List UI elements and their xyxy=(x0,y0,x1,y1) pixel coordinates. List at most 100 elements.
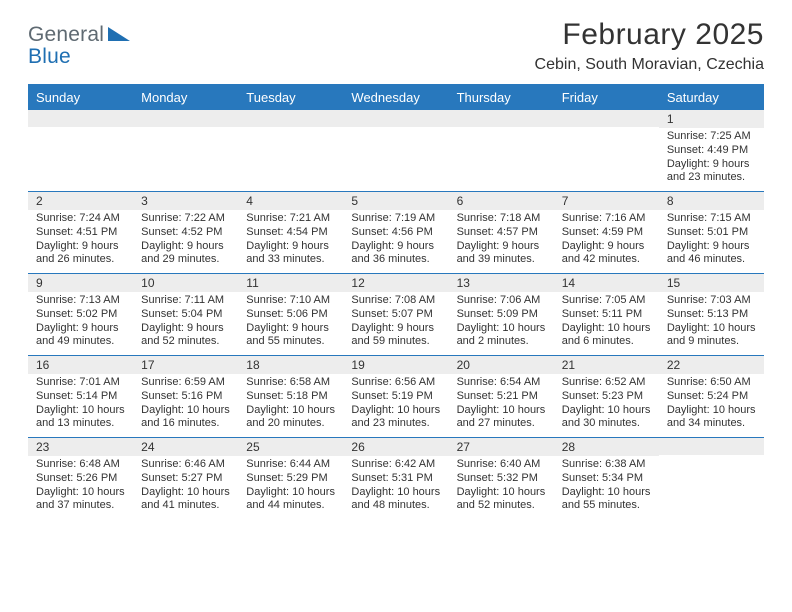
daylight-line: Daylight: 9 hours and 26 minutes. xyxy=(36,240,127,268)
calendar-cell: 26Sunrise: 6:42 AMSunset: 5:31 PMDayligh… xyxy=(343,438,448,520)
location-subtitle: Cebin, South Moravian, Czechia xyxy=(535,56,764,74)
sunrise-line: Sunrise: 7:06 AM xyxy=(457,294,548,308)
title-block: February 2025 Cebin, South Moravian, Cze… xyxy=(535,18,764,74)
day-number: 25 xyxy=(238,438,343,456)
calendar-cell xyxy=(449,110,554,192)
sunrise-line: Sunrise: 6:56 AM xyxy=(351,376,442,390)
day-content xyxy=(554,127,659,185)
day-number: 11 xyxy=(238,274,343,292)
sunset-line: Sunset: 5:32 PM xyxy=(457,472,548,486)
sunrise-line: Sunrise: 7:18 AM xyxy=(457,212,548,226)
sunrise-line: Sunrise: 6:44 AM xyxy=(246,458,337,472)
daylight-line: Daylight: 10 hours and 37 minutes. xyxy=(36,486,127,514)
sunset-line: Sunset: 5:19 PM xyxy=(351,390,442,404)
sunset-line: Sunset: 5:27 PM xyxy=(141,472,232,486)
sunset-line: Sunset: 4:52 PM xyxy=(141,226,232,240)
daylight-line: Daylight: 10 hours and 2 minutes. xyxy=(457,322,548,350)
sunset-line: Sunset: 5:29 PM xyxy=(246,472,337,486)
sunrise-line: Sunrise: 6:40 AM xyxy=(457,458,548,472)
daylight-line: Daylight: 9 hours and 52 minutes. xyxy=(141,322,232,350)
daylight-line: Daylight: 10 hours and 9 minutes. xyxy=(667,322,758,350)
weekday-header: Friday xyxy=(554,85,659,110)
daylight-line: Daylight: 10 hours and 44 minutes. xyxy=(246,486,337,514)
weekday-header: Thursday xyxy=(449,85,554,110)
weekday-header: Tuesday xyxy=(238,85,343,110)
day-content: Sunrise: 7:06 AMSunset: 5:09 PMDaylight:… xyxy=(449,292,554,355)
day-number: 9 xyxy=(28,274,133,292)
daylight-line: Daylight: 9 hours and 23 minutes. xyxy=(667,158,758,186)
calendar-cell: 13Sunrise: 7:06 AMSunset: 5:09 PMDayligh… xyxy=(449,274,554,356)
daylight-line: Daylight: 10 hours and 41 minutes. xyxy=(141,486,232,514)
day-number: 3 xyxy=(133,192,238,210)
day-content xyxy=(343,127,448,185)
daylight-line: Daylight: 10 hours and 16 minutes. xyxy=(141,404,232,432)
sunrise-line: Sunrise: 7:10 AM xyxy=(246,294,337,308)
day-number: 18 xyxy=(238,356,343,374)
day-content: Sunrise: 7:22 AMSunset: 4:52 PMDaylight:… xyxy=(133,210,238,273)
day-content: Sunrise: 7:19 AMSunset: 4:56 PMDaylight:… xyxy=(343,210,448,273)
sunrise-line: Sunrise: 7:21 AM xyxy=(246,212,337,226)
day-content: Sunrise: 6:56 AMSunset: 5:19 PMDaylight:… xyxy=(343,374,448,437)
calendar-cell: 7Sunrise: 7:16 AMSunset: 4:59 PMDaylight… xyxy=(554,192,659,274)
calendar-cell: 11Sunrise: 7:10 AMSunset: 5:06 PMDayligh… xyxy=(238,274,343,356)
calendar-cell: 12Sunrise: 7:08 AMSunset: 5:07 PMDayligh… xyxy=(343,274,448,356)
calendar-cell: 24Sunrise: 6:46 AMSunset: 5:27 PMDayligh… xyxy=(133,438,238,520)
sunrise-line: Sunrise: 7:03 AM xyxy=(667,294,758,308)
day-content: Sunrise: 6:52 AMSunset: 5:23 PMDaylight:… xyxy=(554,374,659,437)
sunrise-line: Sunrise: 6:46 AM xyxy=(141,458,232,472)
weekday-header: Sunday xyxy=(28,85,133,110)
day-content: Sunrise: 7:05 AMSunset: 5:11 PMDaylight:… xyxy=(554,292,659,355)
sunset-line: Sunset: 5:23 PM xyxy=(562,390,653,404)
day-content: Sunrise: 7:16 AMSunset: 4:59 PMDaylight:… xyxy=(554,210,659,273)
day-content: Sunrise: 6:44 AMSunset: 5:29 PMDaylight:… xyxy=(238,456,343,519)
sunset-line: Sunset: 5:18 PM xyxy=(246,390,337,404)
day-number: 5 xyxy=(343,192,448,210)
calendar-cell: 3Sunrise: 7:22 AMSunset: 4:52 PMDaylight… xyxy=(133,192,238,274)
calendar-cell: 15Sunrise: 7:03 AMSunset: 5:13 PMDayligh… xyxy=(659,274,764,356)
day-content: Sunrise: 7:10 AMSunset: 5:06 PMDaylight:… xyxy=(238,292,343,355)
sunrise-line: Sunrise: 6:38 AM xyxy=(562,458,653,472)
calendar-cell: 10Sunrise: 7:11 AMSunset: 5:04 PMDayligh… xyxy=(133,274,238,356)
weekday-header: Saturday xyxy=(659,85,764,110)
day-number: 10 xyxy=(133,274,238,292)
sunset-line: Sunset: 4:59 PM xyxy=(562,226,653,240)
day-content: Sunrise: 6:59 AMSunset: 5:16 PMDaylight:… xyxy=(133,374,238,437)
calendar-cell: 8Sunrise: 7:15 AMSunset: 5:01 PMDaylight… xyxy=(659,192,764,274)
sunrise-line: Sunrise: 6:54 AM xyxy=(457,376,548,390)
day-number xyxy=(343,110,448,127)
daylight-line: Daylight: 9 hours and 59 minutes. xyxy=(351,322,442,350)
day-content: Sunrise: 6:42 AMSunset: 5:31 PMDaylight:… xyxy=(343,456,448,519)
sunset-line: Sunset: 5:11 PM xyxy=(562,308,653,322)
day-number xyxy=(554,110,659,127)
day-content: Sunrise: 6:54 AMSunset: 5:21 PMDaylight:… xyxy=(449,374,554,437)
day-content: Sunrise: 7:25 AMSunset: 4:49 PMDaylight:… xyxy=(659,128,764,191)
weekday-header: Wednesday xyxy=(343,85,448,110)
sunrise-line: Sunrise: 6:59 AM xyxy=(141,376,232,390)
sunrise-line: Sunrise: 7:22 AM xyxy=(141,212,232,226)
daylight-line: Daylight: 9 hours and 55 minutes. xyxy=(246,322,337,350)
calendar-cell: 18Sunrise: 6:58 AMSunset: 5:18 PMDayligh… xyxy=(238,356,343,438)
day-content: Sunrise: 6:58 AMSunset: 5:18 PMDaylight:… xyxy=(238,374,343,437)
calendar-cell: 2Sunrise: 7:24 AMSunset: 4:51 PMDaylight… xyxy=(28,192,133,274)
daylight-line: Daylight: 9 hours and 46 minutes. xyxy=(667,240,758,268)
sunrise-line: Sunrise: 7:05 AM xyxy=(562,294,653,308)
sunset-line: Sunset: 4:54 PM xyxy=(246,226,337,240)
sunrise-line: Sunrise: 7:25 AM xyxy=(667,130,758,144)
sunrise-line: Sunrise: 6:50 AM xyxy=(667,376,758,390)
header: General Blue February 2025 Cebin, South … xyxy=(28,18,764,74)
calendar-table: SundayMondayTuesdayWednesdayThursdayFrid… xyxy=(28,84,764,519)
sunset-line: Sunset: 5:06 PM xyxy=(246,308,337,322)
day-number xyxy=(659,438,764,455)
day-number: 23 xyxy=(28,438,133,456)
calendar-cell xyxy=(659,438,764,520)
sunset-line: Sunset: 4:51 PM xyxy=(36,226,127,240)
calendar-cell: 6Sunrise: 7:18 AMSunset: 4:57 PMDaylight… xyxy=(449,192,554,274)
day-number: 14 xyxy=(554,274,659,292)
sunset-line: Sunset: 5:34 PM xyxy=(562,472,653,486)
sunset-line: Sunset: 5:02 PM xyxy=(36,308,127,322)
calendar-cell: 20Sunrise: 6:54 AMSunset: 5:21 PMDayligh… xyxy=(449,356,554,438)
calendar-cell: 14Sunrise: 7:05 AMSunset: 5:11 PMDayligh… xyxy=(554,274,659,356)
sunset-line: Sunset: 4:56 PM xyxy=(351,226,442,240)
day-number: 6 xyxy=(449,192,554,210)
sunset-line: Sunset: 5:24 PM xyxy=(667,390,758,404)
